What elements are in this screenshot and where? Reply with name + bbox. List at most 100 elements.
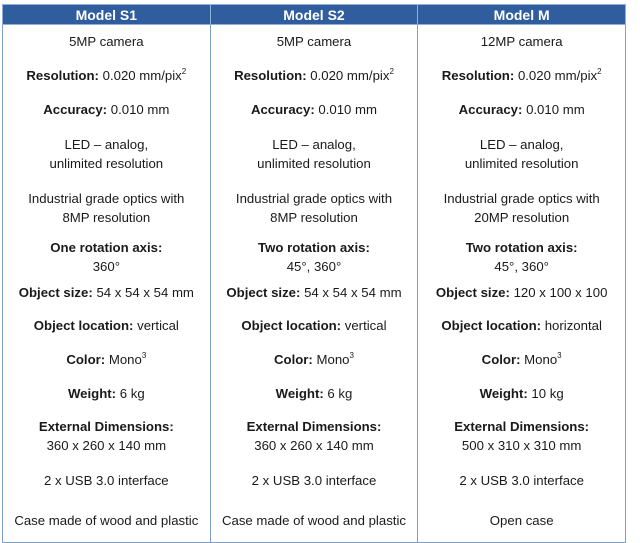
led-line-1: LED – analog, [64, 136, 149, 152]
cell-accuracy: Accuracy: 0.010 mm [417, 92, 626, 127]
object-location-label: Object location: [441, 317, 542, 333]
resolution-label: Resolution: [234, 68, 307, 83]
resolution-value: 0.020 mm/pix [517, 68, 598, 83]
resolution-value: 0.020 mm/pix [310, 68, 390, 83]
cell-object-size: Object size: 54 x 54 x 54 mm [209, 277, 419, 308]
resolution-footnote: 2 [181, 67, 187, 76]
cell-weight: Weight: 10 kg [417, 376, 626, 410]
cell-optics: Industrial grade optics with 8MP resoluti… [209, 180, 419, 236]
dimensions-value: 500 x 310 x 310 mm [461, 437, 582, 453]
weight-value: 6 kg [327, 385, 353, 401]
row-led: LED – analog, unlimited resolution LED – … [2, 126, 626, 181]
cell-color: Color: Mono3 [417, 342, 626, 377]
color-footnote: 3 [349, 351, 354, 360]
cell-case: Open case [417, 499, 626, 543]
object-location-label: Object location: [33, 317, 134, 333]
column-header-model-m: Model M [417, 4, 626, 25]
cell-accuracy: Accuracy: 0.010 mm [209, 92, 419, 127]
object-location-label: Object location: [241, 317, 342, 333]
cell-weight: Weight: 6 kg [209, 376, 419, 410]
dimensions-value: 360 x 260 x 140 mm [46, 437, 167, 453]
led-line-2: unlimited resolution [257, 155, 371, 171]
color-value: Mono [524, 352, 558, 367]
row-object-location: Object location: vertical Object locatio… [2, 307, 626, 343]
accuracy-value: 0.010 mm [318, 102, 378, 117]
dimensions-label: External Dimensions: [246, 418, 382, 434]
cell-case: Case made of wood and plastic [209, 499, 419, 543]
object-size-label: Object size: [435, 285, 510, 300]
cell-led: LED – analog, unlimited resolution [417, 126, 626, 181]
cell-color: Color: Mono3 [2, 342, 211, 377]
cell-resolution: Resolution: 0.020 mm/pix2 [417, 58, 626, 93]
cell-dimensions: External Dimensions: 360 x 260 x 140 mm [2, 409, 211, 462]
rotation-value: 45°, 360° [286, 258, 342, 274]
row-weight: Weight: 6 kg Weight: 6 kg Weight: 10 kg [2, 376, 626, 410]
cell-camera: 5MP camera [209, 24, 419, 59]
accuracy-value: 0.010 mm [526, 102, 585, 117]
accuracy-value: 0.010 mm [110, 102, 170, 117]
accuracy-label: Accuracy: [43, 102, 108, 117]
cell-interface: 2 x USB 3.0 interface [2, 461, 211, 500]
cell-camera: 12MP camera [417, 24, 626, 59]
row-camera: 5MP camera 5MP camera 12MP camera [2, 24, 626, 59]
dimensions-label: External Dimensions: [38, 418, 174, 434]
rotation-value: 360° [92, 258, 120, 274]
cell-led: LED – analog, unlimited resolution [209, 126, 419, 181]
cell-interface: 2 x USB 3.0 interface [209, 461, 419, 500]
object-size-value: 54 x 54 x 54 mm [304, 285, 402, 300]
weight-value: 10 kg [531, 385, 564, 401]
weight-value: 6 kg [119, 385, 145, 401]
row-rotation: One rotation axis: 360° Two rotation axis… [2, 235, 626, 278]
optics-line-2: 8MP resolution [62, 210, 151, 225]
cell-object-location: Object location: vertical [209, 307, 419, 343]
resolution-value: 0.020 mm/pix [102, 68, 182, 83]
color-label: Color: [481, 352, 521, 367]
row-object-size: Object size: 54 x 54 x 54 mm Object size… [2, 277, 626, 308]
dimensions-label: External Dimensions: [454, 418, 590, 434]
object-location-value: vertical [344, 317, 387, 333]
accuracy-label: Accuracy: [458, 102, 523, 117]
object-size-value: 54 x 54 x 54 mm [96, 285, 194, 300]
color-value: Mono [316, 352, 350, 367]
cell-rotation: One rotation axis: 360° [2, 235, 211, 278]
object-size-label: Object size: [18, 285, 93, 300]
cell-led: LED – analog, unlimited resolution [2, 126, 211, 181]
row-dimensions: External Dimensions: 360 x 260 x 140 mm E… [2, 409, 626, 462]
header-row: Model S1 Model S2 Model M [2, 4, 626, 25]
color-footnote: 3 [557, 351, 562, 360]
led-line-1: LED – analog, [272, 136, 356, 152]
led-line-2: unlimited resolution [464, 155, 579, 171]
row-accuracy: Accuracy: 0.010 mm Accuracy: 0.010 mm Ac… [2, 92, 626, 127]
row-color: Color: Mono3 Color: Mono3 Color: Mono3 [2, 342, 626, 377]
cell-object-size: Object size: 54 x 54 x 54 mm [2, 277, 211, 308]
resolution-label: Resolution: [26, 68, 99, 83]
cell-camera: 5MP camera [2, 24, 211, 59]
cell-case: Case made of wood and plastic [2, 499, 211, 543]
object-size-value: 120 x 100 x 100 [513, 285, 608, 300]
cell-optics: Industrial grade optics with 8MP resoluti… [2, 180, 211, 236]
cell-interface: 2 x USB 3.0 interface [417, 461, 626, 500]
rotation-label: Two rotation axis: [258, 239, 370, 255]
cell-object-location: Object location: horizontal [417, 307, 626, 343]
color-label: Color: [66, 352, 106, 367]
weight-label: Weight: [275, 385, 324, 401]
object-location-value: vertical [137, 317, 179, 333]
resolution-label: Resolution: [441, 68, 515, 83]
cell-weight: Weight: 6 kg [2, 376, 211, 410]
cell-rotation: Two rotation axis: 45°, 360° [209, 235, 419, 278]
cell-dimensions: External Dimensions: 360 x 260 x 140 mm [209, 409, 419, 462]
cell-optics: Industrial grade optics with 20MP resolut… [417, 180, 626, 236]
optics-line-1: Industrial grade optics with [443, 191, 600, 206]
optics-line-2: 20MP resolution [474, 210, 570, 225]
led-line-1: LED – analog, [479, 136, 564, 152]
dimensions-value: 360 x 260 x 140 mm [254, 437, 374, 453]
optics-line-2: 8MP resolution [270, 210, 358, 225]
column-header-model-s1: Model S1 [2, 4, 211, 25]
optics-line-1: Industrial grade optics with [28, 191, 185, 206]
column-header-model-s2: Model S2 [209, 4, 419, 25]
cell-object-location: Object location: vertical [2, 307, 211, 343]
rotation-label: Two rotation axis: [465, 239, 578, 255]
cell-rotation: Two rotation axis: 45°, 360° [417, 235, 626, 278]
cell-color: Color: Mono3 [209, 342, 419, 377]
object-location-value: horizontal [544, 317, 602, 333]
